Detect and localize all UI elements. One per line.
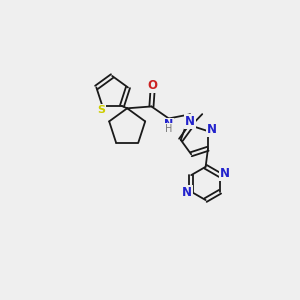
Text: N: N <box>207 124 217 136</box>
Text: N: N <box>185 115 195 128</box>
Text: N: N <box>220 167 230 181</box>
Text: N: N <box>164 118 173 128</box>
Text: S: S <box>97 105 105 115</box>
Text: N: N <box>182 186 192 200</box>
Text: O: O <box>148 79 158 92</box>
Text: H: H <box>165 124 172 134</box>
